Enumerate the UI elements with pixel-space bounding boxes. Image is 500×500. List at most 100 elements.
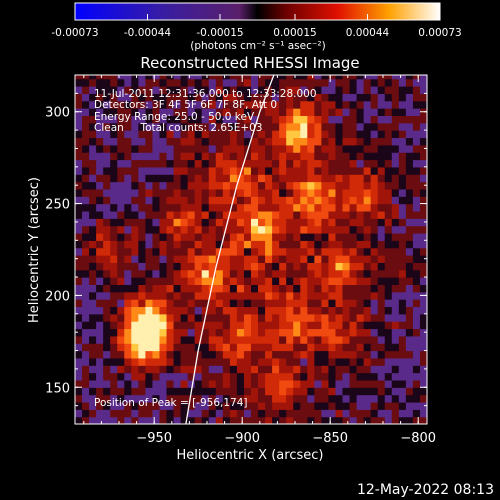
heatmap-cell	[96, 394, 104, 403]
heatmap-cell	[145, 174, 154, 183]
heatmap-cell	[243, 401, 252, 410]
heatmap-cell	[412, 262, 421, 271]
heatmap-cell	[405, 115, 414, 124]
heatmap-cell	[349, 122, 358, 131]
heatmap-cell	[117, 350, 125, 359]
heatmap-cell	[124, 115, 132, 124]
heatmap-cell	[236, 78, 245, 87]
heatmap-cell	[166, 277, 175, 285]
heatmap-cell	[145, 188, 154, 197]
heatmap-cell	[180, 144, 189, 153]
heatmap-cell	[321, 255, 330, 263]
heatmap-cell	[286, 210, 294, 219]
heatmap-cell	[236, 225, 245, 234]
heatmap-cell	[279, 350, 287, 359]
heatmap-cell	[236, 328, 245, 337]
heatmap-cell	[229, 130, 238, 139]
heatmap-cell	[335, 166, 344, 175]
heatmap-cell	[265, 328, 273, 337]
heatmap-cell	[222, 144, 231, 153]
heatmap-cell	[293, 401, 301, 410]
heatmap-cell	[293, 328, 301, 337]
heatmap-cell	[103, 328, 111, 337]
heatmap-cell	[236, 174, 245, 183]
heatmap-cell	[222, 284, 231, 293]
heatmap-cell	[314, 284, 322, 293]
heatmap-cell	[251, 232, 259, 241]
heatmap-cell	[272, 159, 280, 168]
heatmap-cell	[75, 93, 83, 102]
heatmap-cell	[356, 262, 365, 271]
heatmap-cell	[300, 409, 308, 418]
heatmap-cell	[236, 203, 245, 212]
heatmap-cell	[251, 240, 259, 249]
heatmap-cell	[117, 181, 125, 190]
heatmap-cell	[314, 379, 322, 388]
heatmap-cell	[363, 350, 372, 359]
heatmap-cell	[405, 247, 414, 256]
heatmap-cell	[96, 166, 104, 175]
heatmap-cell	[145, 379, 154, 388]
heatmap-cell	[384, 115, 393, 124]
heatmap-cell	[173, 210, 182, 219]
heatmap-cell	[272, 328, 280, 337]
heatmap-cell	[377, 144, 386, 153]
heatmap-cell	[152, 379, 161, 388]
heatmap-cell	[194, 78, 203, 87]
heatmap-cell	[335, 93, 344, 102]
heatmap-cell	[152, 335, 161, 344]
heatmap-cell	[159, 181, 168, 190]
heatmap-cell	[124, 232, 132, 241]
heatmap-cell	[152, 78, 161, 87]
heatmap-cell	[377, 328, 386, 337]
heatmap-cell	[286, 379, 294, 388]
heatmap-cell	[377, 75, 386, 80]
heatmap-cell	[419, 174, 427, 183]
heatmap-cell	[187, 247, 196, 256]
heatmap-cell	[222, 247, 231, 256]
heatmap-cell	[215, 277, 224, 285]
heatmap-cell	[208, 210, 217, 219]
heatmap-cell	[377, 100, 386, 109]
heatmap-cell	[117, 365, 125, 374]
heatmap-cell	[215, 262, 224, 271]
heatmap-cell	[377, 262, 386, 271]
heatmap-cell	[377, 343, 386, 352]
heatmap-cell	[251, 78, 259, 87]
heatmap-cell	[342, 152, 351, 161]
heatmap-cell	[243, 181, 252, 190]
heatmap-cell	[201, 100, 210, 109]
heatmap-cell	[117, 137, 125, 146]
heatmap-cell	[272, 284, 280, 293]
heatmap-cell	[208, 335, 217, 344]
heatmap-cell	[166, 137, 175, 146]
heatmap-cell	[243, 284, 252, 293]
heatmap-cell	[314, 122, 322, 131]
heatmap-cell	[370, 196, 379, 205]
heatmap-cell	[103, 343, 111, 352]
heatmap-cell	[75, 232, 83, 241]
chart-title: Reconstructed RHESSI Image	[140, 54, 359, 72]
heatmap-cell	[124, 255, 132, 263]
heatmap-cell	[180, 166, 189, 175]
heatmap-cell	[300, 137, 308, 146]
heatmap-cell	[370, 328, 379, 337]
heatmap-cell	[300, 181, 308, 190]
heatmap-cell	[412, 350, 421, 359]
heatmap-cell	[82, 203, 90, 212]
heatmap-cell	[131, 115, 139, 124]
heatmap-cell	[391, 108, 400, 117]
heatmap-cell	[384, 232, 393, 241]
heatmap-cell	[138, 137, 146, 146]
heatmap-cell	[159, 284, 168, 293]
heatmap-cell	[166, 93, 175, 102]
heatmap-cell	[307, 350, 315, 359]
heatmap-cell	[152, 93, 161, 102]
heatmap-cell	[377, 365, 386, 374]
heatmap-cell	[187, 86, 196, 94]
heatmap-cell	[124, 203, 132, 212]
heatmap-cell	[229, 159, 238, 168]
heatmap-cell	[279, 144, 287, 153]
heatmap-cell	[110, 130, 118, 139]
heatmap-cell	[405, 269, 414, 278]
